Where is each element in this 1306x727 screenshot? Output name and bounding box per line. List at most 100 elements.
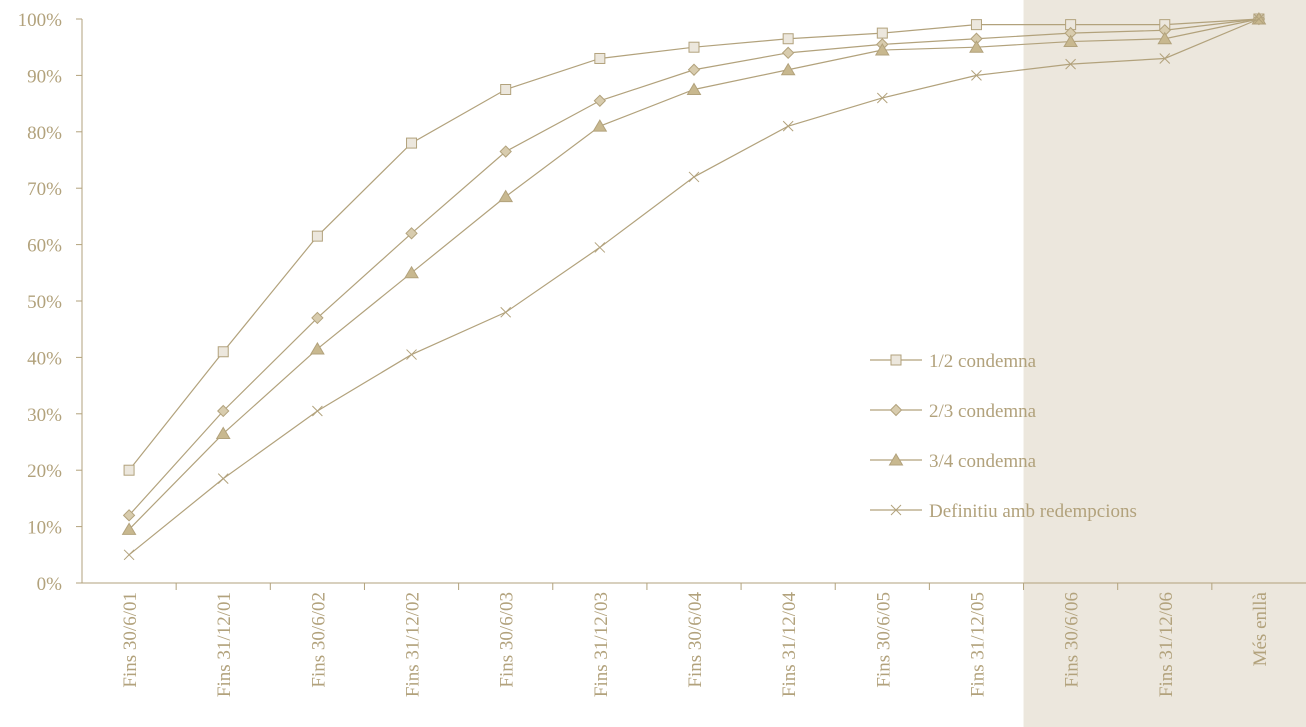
triangle-marker (888, 453, 904, 466)
y-tick-label: 20% (27, 461, 62, 482)
x-marker-stroke (890, 504, 902, 516)
x-tick-label: Fins 31/12/06 (1156, 592, 1177, 697)
y-tick-label: 60% (27, 236, 62, 257)
plot-series (121, 12, 1267, 561)
x-marker (971, 70, 982, 81)
triangle-marker (498, 189, 514, 203)
legend-label: Definitiu amb redempcions (929, 501, 1137, 522)
legend-item: Definitiu amb redempcions (870, 501, 1137, 522)
y-tick-label: 100% (18, 10, 63, 31)
x-tick-label: Fins 31/12/05 (967, 592, 988, 697)
diamond-marker (499, 145, 512, 158)
x-tick-label: Fins 30/6/02 (308, 592, 329, 688)
triangle-marker (874, 43, 890, 56)
square-marker (311, 230, 323, 242)
diamond-marker (405, 227, 418, 240)
x-marker-stroke (1065, 58, 1076, 70)
x-tick-label: Fins 31/12/04 (779, 592, 800, 698)
x-marker-stroke (406, 349, 417, 360)
y-tick-label: 90% (27, 66, 62, 87)
triangle-marker (121, 522, 137, 535)
series-4 (123, 13, 1265, 561)
diamond-marker (889, 403, 903, 417)
legend-label: 1/2 condemna (929, 351, 1037, 372)
y-tick-label: 10% (27, 518, 62, 539)
triangle-marker (310, 341, 325, 355)
x-tick-label: Fins 30/6/01 (120, 592, 141, 688)
triangle-marker (1157, 31, 1173, 45)
square-marker (782, 33, 794, 45)
triangle-marker (969, 40, 984, 53)
series-3 (121, 12, 1267, 535)
x-marker (1253, 13, 1265, 25)
x-marker (782, 120, 794, 132)
x-marker (688, 171, 700, 183)
legend-item: 1/2 condemna (870, 351, 1037, 372)
x-marker-stroke (782, 120, 794, 132)
legend-label: 2/3 condemna (929, 401, 1037, 422)
x-marker-stroke (971, 70, 982, 81)
x-marker-stroke (312, 405, 323, 417)
diamond-marker (217, 404, 230, 418)
triangle-marker (215, 426, 231, 440)
square-marker (970, 19, 982, 31)
square-marker (890, 354, 902, 366)
x-marker-stroke (217, 473, 229, 485)
square-marker (876, 27, 888, 39)
x-marker (500, 306, 512, 318)
x-marker (312, 405, 323, 417)
square-marker (123, 464, 135, 476)
diamond-marker (593, 94, 607, 107)
triangle-marker (404, 265, 419, 279)
x-marker-stroke (123, 549, 135, 561)
diamond-marker (122, 509, 136, 522)
x-axis: Fins 30/6/01 Fins 31/12/01 Fins 30/6/02 Fin… (82, 582, 1306, 698)
square-marker (594, 52, 606, 64)
x-marker (1065, 58, 1076, 70)
y-tick-label: 50% (27, 292, 62, 313)
x-tick-label: Fins 31/12/03 (591, 592, 612, 697)
x-tick-label: Fins 30/6/04 (685, 592, 706, 688)
x-marker (594, 242, 606, 253)
y-tick-label: 40% (27, 348, 62, 369)
x-tick-label: Fins 31/12/02 (403, 592, 424, 697)
diamond-marker (311, 311, 324, 325)
x-marker (217, 473, 229, 485)
x-marker (1159, 53, 1171, 64)
square-marker (406, 137, 418, 149)
y-tick-label: 0% (37, 574, 63, 595)
triangle-marker (686, 82, 702, 95)
square-marker (217, 346, 229, 358)
projection-highlight-region (1023, 0, 1306, 727)
y-axis: 0% 10% 20% 30% 40% 50% 60% 70% 80% 90% 100% (18, 10, 83, 595)
legend-item: 3/4 condemna (870, 451, 1037, 472)
x-tick-label: Fins 31/12/01 (214, 592, 235, 697)
x-tick-label: Fins 30/6/06 (1062, 592, 1083, 688)
legend: 1/2 condemna 2/3 condemna 3/4 condemna Defi… (870, 351, 1137, 522)
x-tick-label: Fins 30/6/03 (497, 592, 518, 688)
x-marker-stroke (1253, 13, 1265, 25)
square-marker (500, 84, 512, 95)
x-marker (406, 349, 417, 360)
triangle-marker (780, 62, 796, 76)
x-marker-stroke (1159, 53, 1171, 64)
x-marker-stroke (688, 171, 700, 183)
diamond-marker (781, 46, 795, 60)
x-marker-stroke (876, 92, 888, 104)
triangle-marker (592, 119, 608, 132)
y-tick-label: 30% (27, 405, 62, 426)
square-marker (688, 41, 700, 53)
legend-item: 2/3 condemna (870, 401, 1037, 422)
y-tick-label: 70% (27, 179, 62, 200)
x-tick-label: Fins 30/6/05 (873, 592, 894, 688)
legend-label: 3/4 condemna (929, 451, 1037, 472)
x-tick-label: Més enllà (1250, 591, 1271, 666)
x-marker-stroke (594, 242, 606, 253)
x-marker-stroke (500, 306, 512, 318)
x-marker (876, 92, 888, 104)
x-marker (123, 549, 135, 561)
x-marker (890, 504, 902, 516)
diamond-marker (687, 63, 701, 76)
y-tick-label: 80% (27, 123, 62, 144)
